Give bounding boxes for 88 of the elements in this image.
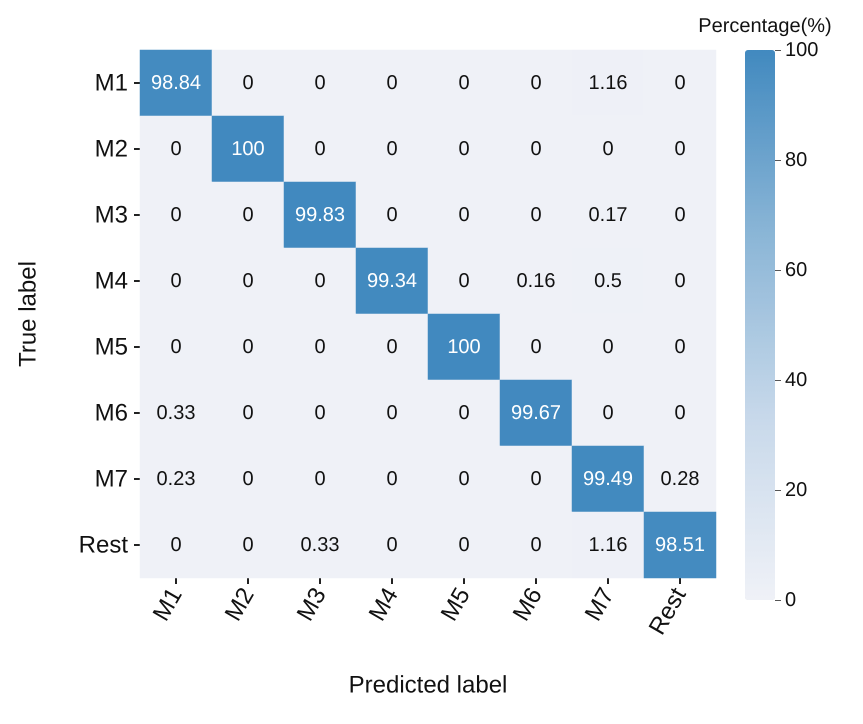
y-tick-label: M6: [94, 400, 128, 426]
x-tick-label: M6: [508, 583, 548, 626]
data-label: 99.49: [582, 468, 634, 490]
data-label: 99.83: [294, 204, 346, 226]
data-label: 0: [674, 270, 686, 292]
data-label: 0: [314, 138, 326, 160]
color-bar-title: Percentage(%): [698, 15, 832, 37]
color-bar-label: 20: [785, 479, 808, 501]
data-label: 0: [170, 534, 182, 556]
y-tick-label: M3: [94, 202, 128, 228]
data-label: 0: [458, 204, 470, 226]
data-label: 98.51: [654, 534, 706, 556]
data-label: 0: [530, 534, 542, 556]
data-label: 0: [242, 204, 254, 226]
data-label: 0: [314, 468, 326, 490]
data-label: 0: [170, 270, 182, 292]
data-label: 0: [242, 72, 254, 94]
data-label: 0.28: [660, 468, 700, 490]
data-label: 0: [314, 402, 326, 424]
data-label: 0: [458, 270, 470, 292]
data-label: 0: [170, 204, 182, 226]
data-label: 0: [458, 402, 470, 424]
y-tick-label: M5: [94, 334, 128, 360]
y-tick-label: M4: [94, 268, 128, 294]
data-label: 0: [674, 138, 686, 160]
data-label: 0: [674, 204, 686, 226]
data-label: 0: [458, 138, 470, 160]
x-tick-label: M7: [580, 583, 620, 626]
data-label: 0: [386, 336, 398, 358]
color-bar-label: 0: [785, 589, 796, 611]
data-label: 0: [458, 72, 470, 94]
data-label: 0: [530, 336, 542, 358]
data-label: 0: [530, 72, 542, 94]
data-label: 0: [674, 72, 686, 94]
data-label: 0: [386, 534, 398, 556]
color-bar-label: 60: [785, 259, 808, 281]
data-label: 0: [602, 402, 614, 424]
x-tick-label: M4: [364, 583, 404, 626]
data-label: 0: [314, 270, 326, 292]
data-label: 0: [386, 204, 398, 226]
x-tick-label: M2: [220, 583, 260, 626]
data-label: 0: [602, 336, 614, 358]
data-label: 1.16: [588, 72, 628, 94]
data-label: 0: [674, 336, 686, 358]
color-bar-label: 100: [785, 39, 818, 61]
data-label: 0: [602, 138, 614, 160]
x-tick-label: M5: [436, 583, 476, 626]
data-label: 0: [242, 468, 254, 490]
data-label: 0: [530, 138, 542, 160]
data-label: 0.33: [156, 402, 196, 424]
data-label: 0.33: [300, 534, 340, 556]
data-label: 0: [458, 468, 470, 490]
data-label: 0: [386, 468, 398, 490]
data-label: 0: [242, 270, 254, 292]
data-label: 98.84: [150, 72, 202, 94]
data-label: 0: [386, 402, 398, 424]
data-label: 0.5: [594, 270, 622, 292]
data-label: 0: [242, 402, 254, 424]
y-tick-label: Rest: [78, 532, 128, 558]
y-tick-label: M1: [94, 70, 128, 96]
data-label: 99.34: [366, 270, 418, 292]
data-label: 0: [530, 204, 542, 226]
data-label: 0: [314, 72, 326, 94]
data-label: 1.16: [588, 534, 628, 556]
x-tick-label: M1: [148, 583, 188, 626]
data-label: 100: [231, 138, 265, 160]
data-label: 99.67: [510, 402, 562, 424]
data-label: 0: [386, 72, 398, 94]
x-tick-label: M3: [292, 583, 332, 626]
y-axis-title: True label: [14, 261, 42, 367]
data-label: 0.23: [156, 468, 196, 490]
y-tick-label: M7: [94, 466, 128, 492]
data-label: 0: [314, 336, 326, 358]
y-tick-label: M2: [94, 136, 128, 162]
data-label: 0: [386, 138, 398, 160]
data-label: 0: [242, 534, 254, 556]
data-label: 0.17: [588, 204, 628, 226]
color-bar-label: 40: [785, 369, 808, 391]
color-bar-label: 80: [785, 149, 808, 171]
data-label: 0: [458, 534, 470, 556]
data-label: 100: [447, 336, 481, 358]
data-label: 0.16: [516, 270, 556, 292]
data-label: 0: [170, 336, 182, 358]
x-axis-title: Predicted label: [348, 672, 508, 698]
data-label: 0: [242, 336, 254, 358]
data-label: 0: [530, 468, 542, 490]
data-label: 0: [170, 138, 182, 160]
data-label: 0: [674, 402, 686, 424]
